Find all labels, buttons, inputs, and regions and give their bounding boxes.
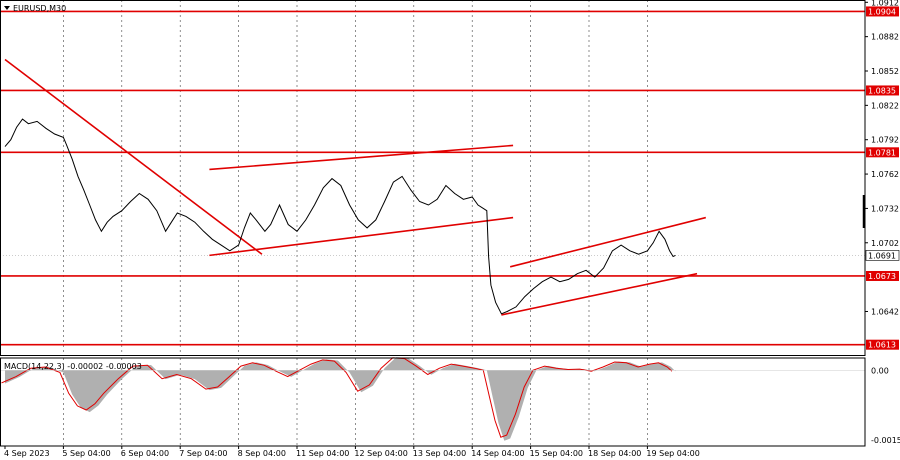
time-tick-label: 18 Sep 04:00 [588, 449, 641, 458]
time-tick-label: 12 Sep 04:00 [354, 449, 407, 458]
macd-tick-label: -0.00158 [871, 436, 900, 445]
time-tick-label: 19 Sep 04:00 [646, 449, 699, 458]
axes [0, 0, 868, 449]
trendline-channel1-lower [209, 216, 514, 257]
time-tick-label: 8 Sep 04:00 [238, 449, 286, 458]
trendline-downtrend [4, 58, 263, 255]
level-value: 1.0613 [868, 341, 896, 350]
price-tick-label: 1.0822 [871, 101, 899, 110]
price-tick-label: 1.0882 [871, 33, 899, 42]
time-tick-label: 5 Sep 04:00 [62, 449, 110, 458]
current-price-value: 1.0691 [868, 251, 896, 260]
time-tick-label: 6 Sep 04:00 [121, 449, 169, 458]
price-series [4, 118, 676, 315]
price-tick-label: 1.0912 [871, 0, 899, 7]
level-value: 1.0781 [868, 148, 896, 157]
price-tick-label: 1.0642 [871, 307, 899, 316]
trendline-channel2-upper [509, 216, 706, 268]
price-tick-label: 1.0702 [871, 239, 899, 248]
chart-title: EURUSD,M30 [13, 4, 66, 13]
price-tick-label: 1.0762 [871, 170, 899, 179]
trend-lines [4, 58, 706, 316]
time-tick-label: 4 Sep 2023 [4, 449, 50, 458]
time-tick-label: 15 Sep 04:00 [530, 449, 583, 458]
level-tag [866, 85, 899, 96]
price-tick-label: 1.0852 [871, 67, 899, 76]
level-value: 1.0904 [868, 7, 896, 16]
macd-signal-line [1, 357, 673, 438]
price-panel-frame [0, 0, 866, 356]
price-tick-label: 1.0732 [871, 204, 899, 213]
price-line [4, 118, 676, 315]
level-tag [866, 270, 899, 281]
chart-header: EURUSD,M30 MACD(14,22,3) -0.00002 -0.000… [4, 4, 142, 371]
level-value: 1.0835 [868, 86, 896, 95]
symbol-menu-icon[interactable] [4, 6, 10, 10]
level-tag [866, 6, 899, 17]
macd-histogram [5, 357, 676, 441]
level-tag [866, 147, 899, 158]
price-tick-label: 1.0792 [871, 136, 899, 145]
macd-tick-label: 0.00 [871, 366, 889, 375]
trendline-channel1-upper [209, 144, 514, 171]
trendline-channel2-lower [501, 272, 698, 316]
macd-label: MACD(14,22,3) -0.00002 -0.00003 [4, 362, 142, 371]
axis-labels: 1.0912 1.0882 1.0852 1.0822 1.0792 1.0762 1.07… [4, 0, 900, 458]
macd-panel-frame [0, 357, 866, 447]
level-value: 1.0673 [868, 272, 896, 281]
time-tick-label: 13 Sep 04:00 [413, 449, 466, 458]
time-tick-label: 7 Sep 04:00 [179, 449, 227, 458]
time-tick-label: 11 Sep 04:00 [296, 449, 349, 458]
grid-lines [0, 0, 865, 446]
support-resistance-levels: 1.0904 1.0835 1.0781 1.0673 1.0613 [0, 6, 899, 350]
macd-panel [0, 357, 865, 441]
level-tag [866, 339, 899, 350]
current-price-tag [865, 250, 900, 261]
time-tick-label: 14 Sep 04:00 [471, 449, 524, 458]
